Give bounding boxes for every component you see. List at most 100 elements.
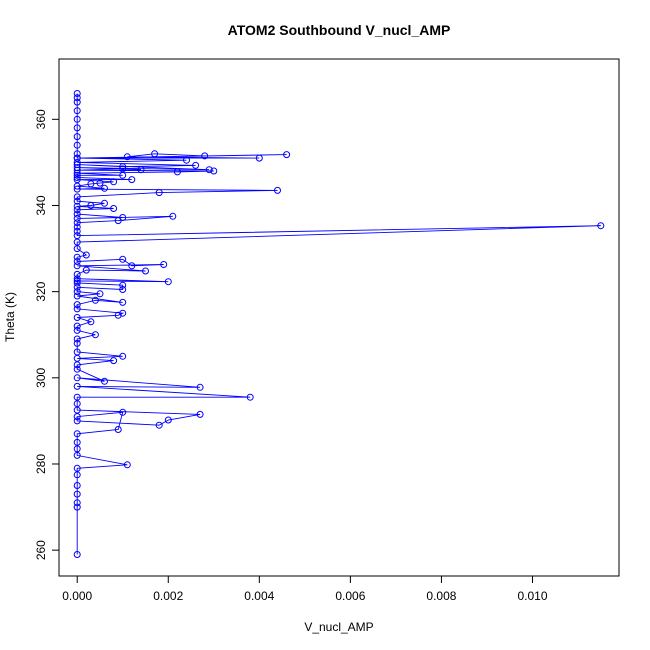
data-point	[73, 279, 81, 287]
data-point	[164, 278, 172, 286]
data-point	[73, 464, 81, 472]
data-point	[110, 357, 118, 365]
data-point	[73, 107, 81, 115]
x-axis: 0.000 0.002 0.004 0.006 0.008 0.010	[62, 575, 548, 603]
data-point	[196, 410, 204, 418]
data-point	[196, 383, 204, 391]
data-point	[114, 426, 122, 433]
data-point	[205, 166, 213, 174]
data-point	[101, 199, 108, 207]
data-point	[73, 301, 81, 309]
y-axis: 260 280 300 320 340 360	[34, 109, 60, 560]
data-point	[73, 98, 81, 106]
data-point	[87, 180, 95, 188]
data-point	[73, 335, 81, 343]
data-point	[119, 163, 127, 171]
data-point	[151, 150, 159, 158]
data-point	[183, 156, 190, 164]
data-point	[128, 262, 136, 270]
x-tick-label: 0.008	[426, 589, 456, 603]
data-point	[123, 461, 131, 469]
data-point	[73, 393, 81, 401]
data-point	[597, 222, 605, 230]
data-point	[73, 197, 81, 205]
chart-title: ATOM2 Southbound V_nucl_AMP	[228, 22, 451, 38]
data-point	[119, 408, 127, 416]
x-tick-label: 0.006	[335, 589, 365, 603]
data-point	[73, 551, 81, 558]
data-point	[73, 171, 81, 179]
x-tick-label: 0.004	[244, 589, 274, 603]
data-point	[246, 393, 254, 401]
data-point	[73, 253, 81, 261]
data-point	[96, 290, 104, 298]
data-point	[73, 258, 81, 265]
data-point	[82, 251, 90, 259]
data-point	[201, 152, 209, 160]
data-point	[73, 292, 81, 300]
data-point	[119, 286, 127, 293]
data-point	[73, 326, 81, 334]
data-point	[91, 331, 99, 339]
data-point	[73, 339, 81, 347]
data-point	[73, 275, 81, 283]
data-point	[119, 309, 127, 317]
data-point	[73, 214, 81, 222]
data-point	[73, 382, 81, 390]
data-point	[96, 179, 104, 187]
data-point	[73, 174, 81, 181]
data-point	[210, 167, 218, 175]
data-point	[155, 189, 163, 197]
data-point	[101, 184, 108, 192]
data-point	[114, 311, 122, 319]
x-tick-label: 0.002	[153, 589, 183, 603]
data-point	[82, 266, 90, 274]
data-point	[142, 267, 149, 275]
data-point	[119, 281, 127, 289]
y-tick-label: 340	[34, 195, 48, 215]
data-point	[164, 416, 172, 424]
data-point	[283, 151, 291, 159]
data-point	[73, 305, 81, 313]
data-point	[73, 150, 81, 158]
data-point	[73, 223, 81, 231]
data-point	[274, 186, 281, 194]
data-point	[73, 227, 81, 235]
y-tick-label: 260	[34, 540, 48, 560]
data-point	[87, 318, 95, 326]
data-point	[255, 154, 263, 162]
data-point	[73, 438, 81, 446]
data-point	[73, 348, 81, 356]
data-point	[73, 430, 81, 438]
data-point	[73, 499, 81, 507]
data-point	[73, 154, 81, 162]
data-point	[192, 161, 200, 169]
data-point	[73, 210, 81, 218]
y-tick-label: 300	[34, 367, 48, 387]
data-point	[73, 94, 81, 102]
data-point	[119, 298, 127, 306]
data-point	[73, 219, 81, 227]
data-point	[119, 214, 127, 221]
data-point	[73, 490, 81, 498]
data-point	[128, 176, 136, 184]
data-point	[73, 185, 81, 193]
data-point	[73, 232, 81, 240]
data-point	[73, 158, 81, 166]
x-tick-label: 0.010	[517, 589, 547, 603]
plot-frame	[58, 58, 620, 577]
data-point	[73, 206, 81, 214]
x-tick-label: 0.000	[62, 589, 92, 603]
series-layer	[73, 90, 605, 558]
data-point	[73, 503, 81, 511]
data-point	[169, 212, 177, 220]
y-tick-label: 320	[34, 281, 48, 301]
data-point	[73, 115, 81, 123]
data-point	[73, 314, 81, 321]
data-point	[101, 377, 108, 385]
x-axis-label: V_nucl_AMP	[304, 620, 373, 634]
series-line	[76, 93, 601, 555]
data-point	[73, 417, 81, 425]
data-point	[73, 374, 81, 382]
